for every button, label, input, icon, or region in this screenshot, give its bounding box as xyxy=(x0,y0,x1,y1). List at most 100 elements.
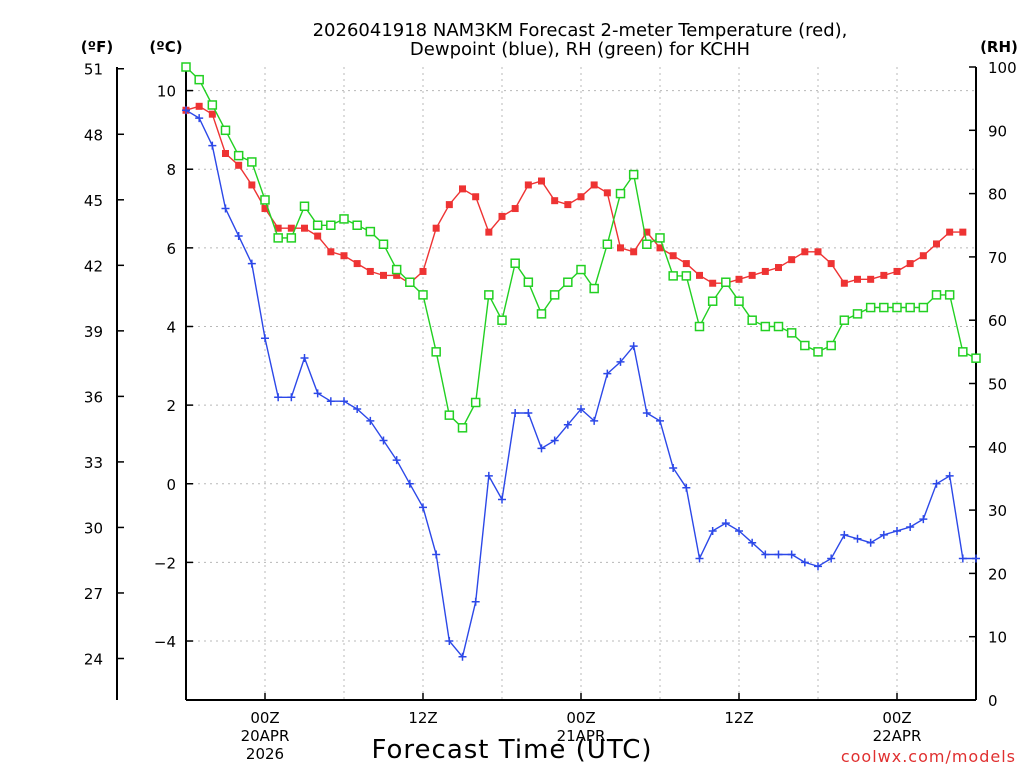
temperature-point xyxy=(617,244,624,252)
x-tick-label: 12Z xyxy=(724,709,753,727)
temperature-point xyxy=(472,193,480,201)
dewpoint-point xyxy=(221,204,230,213)
rh-point xyxy=(958,347,968,357)
temperature-point xyxy=(919,252,927,260)
rh-point xyxy=(365,226,376,237)
temperature-point xyxy=(959,228,967,236)
dewpoint-point xyxy=(366,416,375,425)
rh-point xyxy=(668,271,678,281)
temperature-point xyxy=(603,189,611,197)
rh-point xyxy=(826,340,836,351)
temperature-point xyxy=(775,264,782,272)
x-axis-title: Forecast Time (UTC) xyxy=(371,735,652,765)
rh-point xyxy=(655,233,665,243)
temperature-point xyxy=(195,102,203,110)
dewpoint-point xyxy=(247,259,256,268)
rh-point xyxy=(747,315,757,325)
fahrenheit-tick-label: 33 xyxy=(84,454,103,472)
dewpoint-point xyxy=(234,232,243,241)
temperature-point xyxy=(551,197,559,205)
rh-point xyxy=(260,195,270,205)
temperature-point xyxy=(274,224,282,232)
rh-point xyxy=(839,315,850,325)
dewpoint-point xyxy=(577,405,585,414)
dewpoint-point xyxy=(340,397,348,406)
dewpoint-point xyxy=(774,550,783,559)
rh-tick-label: 20 xyxy=(988,565,1007,583)
dewpoint-point xyxy=(563,420,572,429)
dewpoint-point xyxy=(511,408,520,417)
temperature-point xyxy=(380,271,387,279)
dewpoint-point xyxy=(274,393,283,402)
temperature-point xyxy=(393,271,401,279)
fahrenheit-tick-label: 24 xyxy=(84,650,103,668)
fahrenheit-tick-label: 48 xyxy=(84,126,103,144)
rh-unit-label: (RH) xyxy=(980,38,1018,56)
rh-point xyxy=(405,277,415,287)
rh-point xyxy=(944,290,955,300)
tick-labels: 1086420−2−451484542393633302724100908070… xyxy=(84,59,1017,763)
rh-point xyxy=(510,258,520,268)
rh-tick-label: 10 xyxy=(988,629,1007,647)
credit-text: coolwx.com/models xyxy=(841,747,1016,766)
dewpoint-point xyxy=(748,538,757,547)
rh-point xyxy=(865,302,876,313)
rh-point xyxy=(786,328,797,338)
temperature-point xyxy=(669,252,677,260)
rh-point xyxy=(642,239,652,249)
temperature-point xyxy=(867,275,875,283)
dewpoint-point xyxy=(840,530,849,539)
rh-point xyxy=(286,233,297,243)
dewpoint-point xyxy=(866,538,875,547)
rh-point xyxy=(326,220,336,230)
dewpoint-point xyxy=(603,369,612,378)
x-tick-label: 00Z xyxy=(566,709,595,727)
temperature-point xyxy=(656,244,664,252)
dewpoint-point xyxy=(326,397,335,406)
dewpoint-point xyxy=(287,393,296,402)
dewpoint-point xyxy=(800,558,809,567)
rh-tick-label: 90 xyxy=(988,122,1007,140)
fahrenheit-tick-label: 42 xyxy=(84,257,103,275)
dewpoint-point xyxy=(827,554,836,563)
dewpoint-point xyxy=(471,597,480,606)
rh-point xyxy=(681,271,692,281)
dewpoint-point xyxy=(972,554,980,563)
dewpoint-point xyxy=(550,436,559,445)
rh-point xyxy=(971,353,981,363)
dewpoint-point xyxy=(484,471,493,480)
dewpoint-point xyxy=(616,357,625,366)
fahrenheit-tick-label: 27 xyxy=(84,585,103,603)
rh-tick-label: 100 xyxy=(988,59,1017,77)
fahrenheit-tick-label: 36 xyxy=(84,388,103,406)
dewpoint-point xyxy=(787,550,796,559)
temperature-point xyxy=(827,260,835,268)
rh-point xyxy=(813,347,823,357)
dewpoint-point xyxy=(458,652,467,661)
rh-tick-label: 70 xyxy=(988,249,1007,267)
temperature-point xyxy=(748,271,756,279)
dewpoint-point xyxy=(208,141,217,150)
rh-point xyxy=(892,302,902,313)
rh-point xyxy=(615,188,626,199)
rh-tick-label: 0 xyxy=(988,692,998,710)
dewpoint-point xyxy=(879,530,888,539)
x-tick-label: 2026 xyxy=(246,745,284,763)
fahrenheit-tick-label: 45 xyxy=(84,192,103,210)
rh-point xyxy=(694,321,705,332)
rh-point xyxy=(247,157,257,167)
temperature-point xyxy=(906,260,914,268)
rh-point xyxy=(905,302,915,313)
celsius-tick-label: 0 xyxy=(166,476,176,494)
dewpoint-point xyxy=(419,503,427,512)
temperature-point xyxy=(933,240,940,248)
rh-point xyxy=(312,220,323,230)
dewpoint-point xyxy=(524,408,533,417)
temperature-point xyxy=(735,275,743,283)
dewpoint-point xyxy=(708,526,717,535)
celsius-tick-label: −2 xyxy=(154,554,176,572)
temperature-point xyxy=(814,248,822,256)
rh-point xyxy=(931,290,942,300)
rh-point xyxy=(352,220,362,230)
